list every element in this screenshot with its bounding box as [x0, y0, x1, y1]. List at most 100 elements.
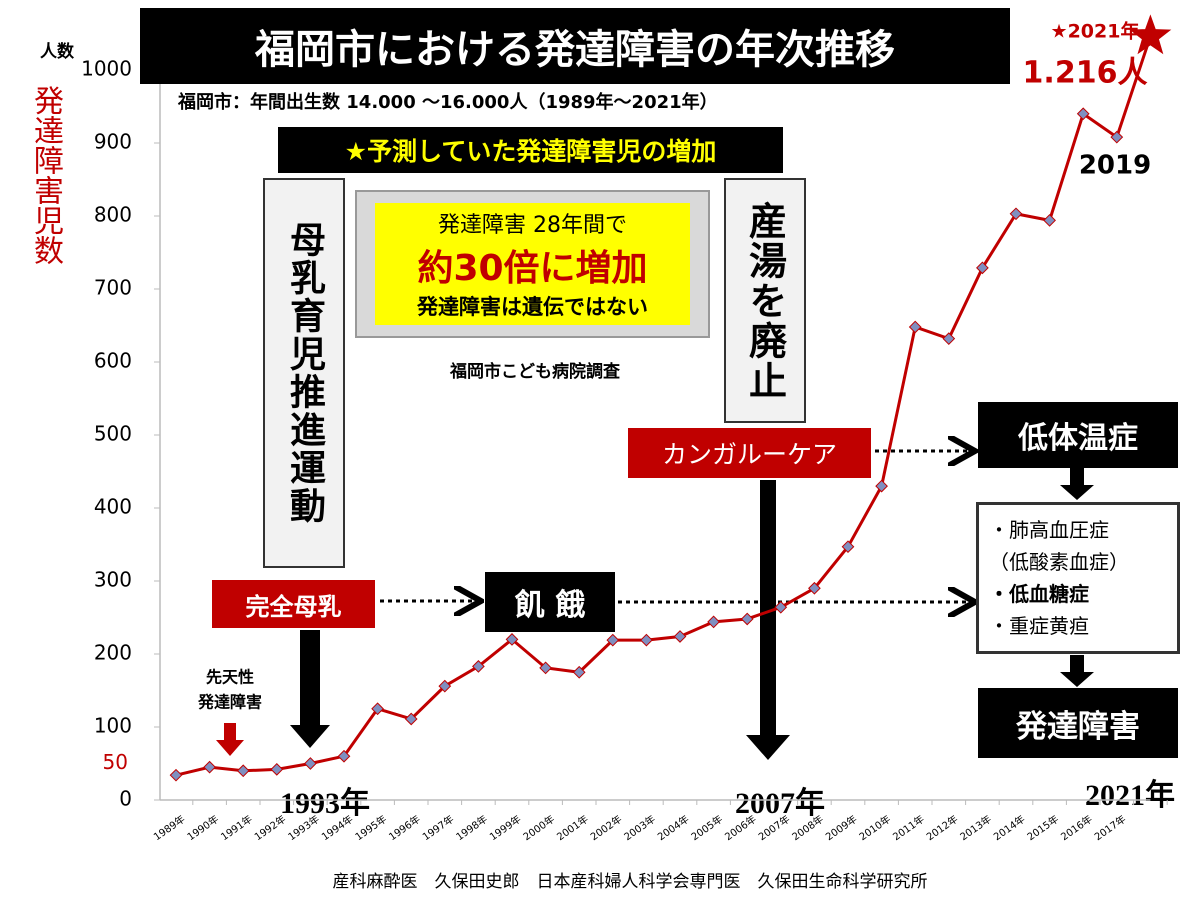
year-1993: 1993年 — [280, 787, 370, 820]
marker — [203, 760, 216, 774]
condition: （低酸素血症） — [989, 550, 1129, 574]
marker — [875, 479, 888, 493]
marker — [774, 600, 788, 614]
x-tick-label: 1999年 — [487, 812, 523, 843]
source: 福岡市こども病院調査 — [449, 361, 621, 382]
x-tick-label: 2002年 — [588, 812, 624, 843]
star-year: ★2021年 — [1051, 20, 1140, 43]
label-2019: 2019 — [1079, 151, 1151, 181]
breastfeeding-campaign: 母乳育児推進運動 — [263, 178, 345, 568]
x-tick-label: 1992年 — [252, 812, 288, 843]
chart-title: 福岡市における発達障害の年次推移 — [140, 8, 1010, 84]
y-tick-label: 300 — [94, 568, 132, 592]
marker — [337, 749, 351, 763]
marker — [942, 332, 956, 346]
marker — [976, 261, 989, 275]
marker — [673, 630, 687, 643]
marker — [472, 660, 485, 673]
marker — [841, 540, 855, 554]
y-tick-label: 50 — [103, 750, 128, 774]
y-unit: 人数 — [40, 41, 75, 62]
x-tick-label: 1990年 — [185, 812, 221, 843]
increase-line: 約30倍に増加 — [417, 248, 648, 289]
y-tick-label: 700 — [94, 276, 132, 300]
year-2021: 2021年 — [1085, 779, 1175, 812]
y-tick-label: 0 — [119, 787, 132, 811]
marker — [539, 661, 552, 675]
conditions: ・肺高血圧症 （低酸素血症） ・低血糖症 ・重症黄疸 — [976, 502, 1180, 654]
x-tick-label: 2015年 — [1025, 812, 1061, 843]
y-tick-label: 500 — [94, 422, 132, 446]
footer: 産科麻酔医 久保田史郎 日本産科婦人科学会専門医 久保田生命科学研究所 — [333, 872, 928, 892]
x-tick-label: 2012年 — [924, 812, 960, 843]
marker — [740, 612, 754, 626]
marker — [1009, 207, 1023, 221]
exclusive-breastfeeding: 完全母乳 — [212, 580, 375, 628]
x-tick-label: 1997年 — [420, 812, 456, 843]
x-tick-label: 2014年 — [991, 812, 1027, 843]
marker — [236, 764, 250, 778]
marker — [1110, 130, 1124, 144]
y-tick-label: 800 — [94, 203, 132, 227]
marker — [640, 633, 653, 647]
x-tick-label: 2009年 — [823, 812, 859, 843]
marker — [606, 633, 620, 647]
marker — [270, 762, 284, 776]
increase-line: 発達障害は遺伝ではない — [417, 295, 648, 319]
bath-abolished: 産湯を廃止 — [724, 178, 806, 423]
x-tick-label: 2004年 — [655, 812, 691, 843]
data-line — [175, 35, 1152, 777]
marker — [438, 679, 452, 693]
marker — [404, 712, 418, 726]
marker — [304, 757, 317, 770]
x-tick-label: 2003年 — [621, 812, 657, 843]
starvation: 飢 餓 — [485, 572, 615, 632]
y-tick-label: 600 — [94, 349, 132, 373]
forecast: ★予測していた発達障害児の増加 — [278, 127, 783, 173]
x-tick-label: 1996年 — [386, 812, 422, 843]
marker — [505, 633, 519, 646]
x-tick-label: 2017年 — [1092, 812, 1128, 843]
x-tick-label: 2001年 — [554, 812, 590, 843]
y-tick-label: 900 — [94, 130, 132, 154]
x-tick-label: 2011年 — [890, 812, 926, 843]
x-tick-label: 2000年 — [521, 812, 557, 843]
year-2007: 2007年 — [735, 787, 825, 820]
marker — [169, 768, 183, 782]
star-marker — [1129, 14, 1172, 55]
condition: ・低血糖症 — [989, 582, 1089, 606]
condition: ・肺高血圧症 — [989, 518, 1109, 542]
y-tick-label: 400 — [94, 495, 132, 519]
x-tick-label: 1991年 — [218, 812, 254, 843]
marker — [707, 615, 720, 629]
marker — [908, 320, 922, 334]
developmental-disorder: 発達障害 — [978, 688, 1178, 758]
marker — [572, 665, 586, 679]
x-tick-label: 2016年 — [1058, 812, 1094, 843]
x-tick-label: 2010年 — [857, 812, 893, 843]
congenital: 先天性 — [206, 668, 254, 687]
arrows — [216, 451, 1094, 760]
condition: ・重症黄疸 — [989, 614, 1089, 638]
x-tick-label: 2005年 — [689, 812, 725, 843]
marker — [1043, 214, 1056, 227]
increase-line: 発達障害 28年間で — [438, 213, 627, 238]
kangaroo-care: カンガルーケア — [628, 428, 871, 478]
y-tick-label: 200 — [94, 641, 132, 665]
y-tick-label: 1000 — [81, 57, 132, 81]
marker — [808, 581, 821, 595]
y-axis-label: 発達障害児数 — [28, 85, 63, 265]
y-tick-label: 100 — [94, 714, 132, 738]
star-value: 1.216人 — [1023, 56, 1148, 91]
marker — [371, 702, 384, 716]
x-tick-label: 2013年 — [957, 812, 993, 843]
x-tick-label: 1998年 — [453, 812, 489, 843]
hypothermia: 低体温症 — [978, 402, 1178, 468]
x-tick-label: 1989年 — [151, 812, 187, 843]
marker — [1076, 107, 1090, 121]
congenital: 発達障害 — [197, 693, 262, 712]
increase-box: 発達障害 28年間で 約30倍に増加 発達障害は遺伝ではない — [355, 190, 710, 338]
increase-inner: 発達障害 28年間で 約30倍に増加 発達障害は遺伝ではない — [375, 203, 690, 325]
